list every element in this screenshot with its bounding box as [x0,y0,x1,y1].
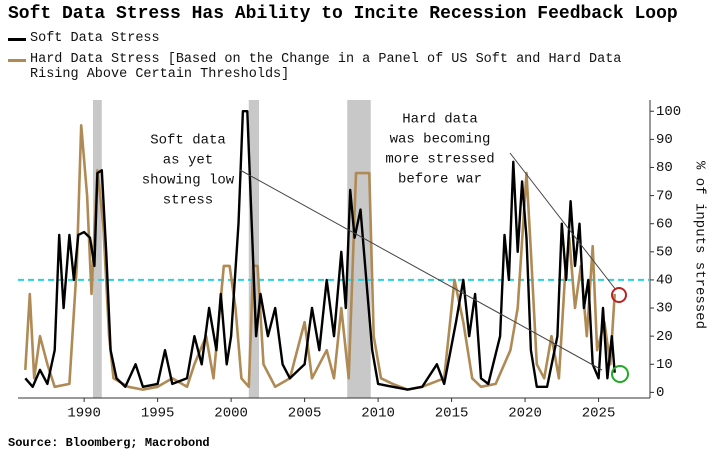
y-tick-label: 0 [656,385,664,401]
annotation: showing low [142,173,235,189]
x-tick-label: 1995 [141,406,175,422]
recession-band [92,100,102,398]
y-tick-label: 50 [656,245,673,261]
y-tick-label: 30 [656,301,673,317]
legend-entry: Soft Data Stress [8,31,160,46]
legend-label: Soft Data Stress [30,31,160,46]
y-tick-label: 80 [656,160,673,176]
x-tick-label: 2025 [582,406,616,422]
y-tick-label: 60 [656,216,673,232]
x-tick-label: 2010 [361,406,395,422]
x-tick-label: 2000 [214,406,248,422]
x-tick-label: 2015 [435,406,469,422]
x-tick-label: 1990 [67,406,101,422]
annotation: Hard data [402,112,478,128]
annotation: stress [163,193,213,209]
annotation: as yet [163,153,213,169]
annotation: before war [398,172,482,188]
highlight-circle [611,287,627,303]
y-tick-label: 20 [656,329,673,345]
arrow [509,152,617,291]
highlight-circle [611,365,629,383]
series-line [24,124,616,391]
y-tick-label: 90 [656,132,673,148]
recession-band [248,100,260,398]
chart-title: Soft Data Stress Has Ability to Incite R… [8,4,678,24]
series-line [24,110,616,391]
legend-label: Hard Data Stress [Based on the Change in… [30,52,622,82]
y-tick-label: 100 [656,104,681,120]
legend-swatch [8,38,26,41]
annotation: was becoming [390,132,491,148]
legend-entry: Hard Data Stress [Based on the Change in… [8,52,648,82]
legend-swatch [8,59,26,62]
y-tick-label: 40 [656,273,673,289]
y-axis-label: % of inputs stressed [691,161,707,329]
y-tick-label: 70 [656,188,673,204]
x-tick-label: 2005 [288,406,322,422]
annotation: more stressed [385,152,494,168]
source: Source: Bloomberg; Macrobond [8,436,210,450]
annotation: Soft data [150,133,226,149]
recession-band [347,100,371,398]
x-tick-label: 2020 [508,406,542,422]
y-tick-label: 10 [656,357,673,373]
arrow [239,169,603,371]
